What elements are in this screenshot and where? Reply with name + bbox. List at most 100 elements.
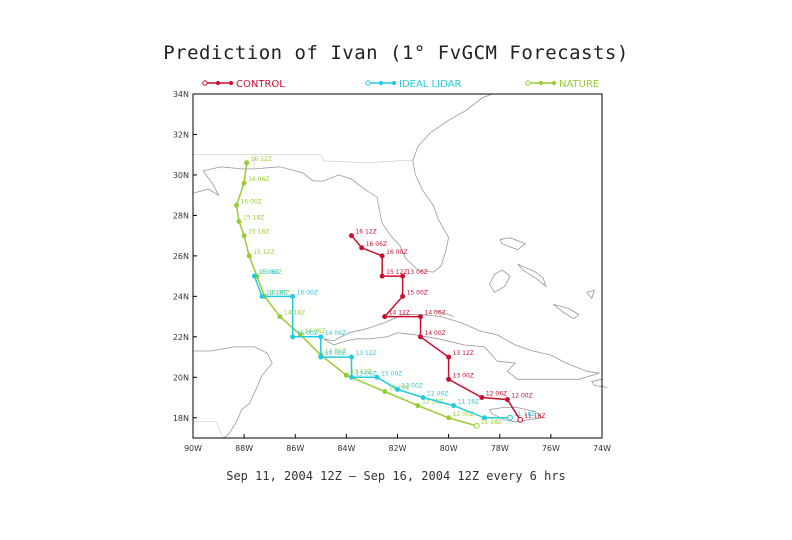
y-tick-label: 20N bbox=[173, 373, 189, 382]
coastline bbox=[499, 237, 527, 251]
boundary-line bbox=[193, 421, 224, 439]
legend-label-control: CONTROL bbox=[236, 79, 285, 90]
y-tick-label: 18N bbox=[173, 414, 189, 423]
coastlines bbox=[192, 93, 608, 439]
track-point-label-control: 12 00Z bbox=[511, 393, 532, 400]
chart-title: Prediction of Ivan (1° FvGCM Forecasts) bbox=[163, 42, 629, 64]
track-point-label-lidar: 13 12Z bbox=[355, 350, 376, 357]
track-point-label-lidar: 15 00Z bbox=[297, 330, 318, 337]
track-point-label-nature: 15 12Z bbox=[253, 249, 274, 256]
track-point-label-lidar: 12 00Z bbox=[402, 382, 423, 389]
track-point-label-lidar: 13 00Z bbox=[381, 370, 402, 377]
track-point-control bbox=[418, 334, 424, 340]
x-tick-label: 86W bbox=[286, 444, 304, 453]
map-frame bbox=[192, 93, 603, 439]
track-point-label-nature: 16 12Z bbox=[251, 156, 272, 163]
track-point-label-lidar: 12 06Z bbox=[427, 391, 448, 398]
track-point-nature bbox=[446, 415, 452, 421]
boundary-line bbox=[320, 154, 413, 164]
track-point-label-control: 11 18Z bbox=[524, 413, 545, 420]
track-point-lidar bbox=[290, 293, 296, 299]
track-point-nature bbox=[241, 233, 247, 239]
track-point-nature bbox=[473, 422, 480, 429]
track-line-nature bbox=[235, 162, 477, 427]
track-point-label-lidar: 11 18Z bbox=[514, 411, 535, 418]
track-point-lidar bbox=[481, 415, 487, 421]
track-point-nature bbox=[244, 160, 250, 166]
track-point-label-nature: 14 00Z bbox=[325, 348, 346, 355]
track-point-nature bbox=[382, 388, 388, 394]
track-point-control bbox=[348, 233, 354, 239]
coastline bbox=[586, 289, 595, 300]
track-point-label-nature: 14 06Z bbox=[304, 328, 325, 335]
time-range-footer: Sep 11, 2004 12Z — Sep 16, 2004 12Z ever… bbox=[226, 469, 566, 483]
y-tick-label: 32N bbox=[173, 130, 189, 139]
track-point-label-lidar: 14 18Z bbox=[266, 289, 287, 296]
track-point-lidar bbox=[420, 395, 426, 401]
legend-label-lidar: IDEAL LIDAR bbox=[399, 79, 461, 90]
coastline bbox=[591, 378, 608, 388]
y-tick-label: 26N bbox=[173, 252, 189, 261]
track-point-lidar bbox=[318, 354, 324, 360]
legend-label-nature: NATURE bbox=[559, 79, 599, 90]
legend-marker-nature bbox=[525, 80, 531, 86]
y-tick-label: 22N bbox=[173, 333, 189, 342]
track-point-label-lidar: 15 06Z bbox=[258, 269, 279, 276]
track-point-label-control: 16 06Z bbox=[366, 241, 387, 248]
track-point-label-nature: 16 00Z bbox=[240, 198, 261, 205]
coastline bbox=[323, 314, 600, 380]
track-point-control bbox=[446, 376, 452, 382]
x-tick-label: 88W bbox=[235, 444, 253, 453]
track-point-label-nature: 15 18Z bbox=[248, 229, 269, 236]
x-tick-label: 90W bbox=[184, 444, 202, 453]
track-line-lidar bbox=[253, 275, 510, 419]
legend-marker-lidar bbox=[365, 80, 371, 86]
y-tick-label: 24N bbox=[173, 292, 189, 301]
x-tick-label: 82W bbox=[388, 444, 406, 453]
track-point-lidar bbox=[251, 273, 257, 279]
coastline bbox=[193, 346, 273, 439]
track-point-label-nature: 12 18Z bbox=[422, 399, 443, 406]
track-point-label-control: 13 06Z bbox=[407, 269, 428, 276]
y-tick-label: 28N bbox=[173, 211, 189, 220]
track-point-nature bbox=[241, 180, 247, 186]
track-point-control bbox=[479, 395, 485, 401]
track-point-nature bbox=[415, 403, 421, 409]
track-point-label-nature: 15 06Z bbox=[261, 269, 282, 276]
legend-marker-lidar bbox=[391, 80, 397, 86]
track-point-label-control: 13 12Z bbox=[453, 350, 474, 357]
track-point-nature bbox=[236, 218, 242, 224]
legend: CONTROL IDEAL LIDAR NATURE bbox=[202, 79, 599, 90]
legend-marker-control bbox=[228, 80, 234, 86]
coastline bbox=[553, 304, 580, 320]
track-point-label-lidar: 11 18Z bbox=[458, 399, 479, 406]
track-point-label-lidar: 14 00Z bbox=[325, 350, 346, 357]
track-point-label-control: 14 00Z bbox=[425, 330, 446, 337]
track-point-lidar bbox=[259, 293, 265, 299]
legend-marker-nature bbox=[538, 80, 544, 86]
track-point-control bbox=[400, 293, 406, 299]
track-point-label-control: 16 00Z bbox=[386, 249, 407, 256]
coastline bbox=[192, 93, 493, 273]
track-point-nature bbox=[246, 253, 252, 259]
track-point-label-control: 12 06Z bbox=[486, 391, 507, 398]
x-tick-label: 76W bbox=[542, 444, 560, 453]
track-point-label-nature: 13 12Z bbox=[350, 368, 371, 375]
track-point-label-lidar: 16 00Z bbox=[297, 289, 318, 296]
track-point-label-lidar: 14 06Z bbox=[325, 330, 346, 337]
legend-marker-nature bbox=[551, 80, 557, 86]
coastline bbox=[433, 310, 454, 317]
legend-marker-control bbox=[202, 80, 208, 86]
track-point-lidar bbox=[395, 386, 400, 392]
coastline bbox=[489, 407, 545, 423]
track-point-control bbox=[446, 354, 452, 360]
track-point-lidar bbox=[374, 374, 380, 380]
track-point-label-lidar: 13 06Z bbox=[355, 370, 376, 377]
track-point-label-control: 14 12Z bbox=[389, 310, 410, 317]
track-point-control bbox=[400, 273, 406, 279]
track-point-label-nature: 15 00Z bbox=[269, 289, 290, 296]
track-point-lidar bbox=[348, 354, 354, 360]
track-point-label-nature: 16 06Z bbox=[248, 176, 269, 183]
track-line-control bbox=[350, 235, 521, 421]
